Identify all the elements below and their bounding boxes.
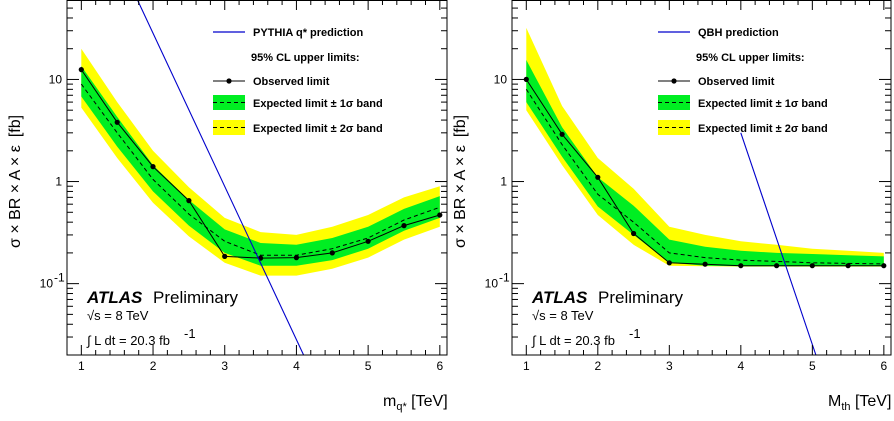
plot-frame — [66, 0, 448, 356]
x-tick-label: 2 — [150, 359, 157, 373]
expected-line — [525, 89, 884, 265]
observed-point — [631, 230, 637, 237]
x-axis-title-sub: q* — [396, 401, 407, 413]
luminosity-exponent: -1 — [184, 326, 196, 341]
energy-label: √s = 8 TeV — [532, 308, 594, 323]
y-axis-title-main: σ × BR × A × ε — [452, 145, 469, 248]
legend-header: 95% CL upper limits: — [251, 52, 360, 64]
atlas-label-block: ATLAS Preliminary √s = 8 TeV ∫ L dt = 20.3 … — [86, 288, 239, 348]
x-tick-label: 3 — [666, 359, 673, 373]
luminosity-label: ∫ L dt = 20.3 fb — [531, 333, 615, 348]
legend-prediction-label: PYTHIA q* prediction — [253, 27, 363, 39]
legend-header: 95% CL upper limits: — [696, 52, 805, 64]
observed-point — [666, 260, 672, 266]
band-1sigma — [526, 60, 884, 267]
observed-point — [365, 238, 371, 244]
y-tick-label: 10 — [494, 72, 508, 86]
y-tick-label: 1 — [55, 175, 62, 189]
band-2sigma — [81, 48, 440, 276]
luminosity-exponent: -1 — [629, 326, 641, 341]
observed-point — [401, 223, 407, 229]
atlas-label: ATLAS — [86, 288, 143, 307]
legend-observed-marker — [226, 78, 232, 84]
legend-1sigma-label: Expected limit ± 1σ band — [253, 98, 383, 110]
plot-area — [523, 27, 887, 355]
observed-point — [329, 250, 335, 256]
luminosity-label: ∫ L dt = 20.3 fb — [86, 333, 170, 348]
legend-observed-marker — [671, 78, 677, 84]
atlas-status: Preliminary — [153, 288, 239, 307]
legend-2sigma-label: Expected limit ± 2σ band — [253, 123, 383, 135]
y-tick-exponent: -1 — [54, 271, 65, 285]
legend: PYTHIA q* prediction 95% CL upper limits:… — [213, 27, 383, 135]
observed-point — [523, 76, 529, 82]
observed-point — [114, 119, 120, 125]
atlas-label-block: ATLAS Preliminary √s = 8 TeV ∫ L dt = 20.3 … — [531, 288, 684, 348]
atlas-label: ATLAS — [531, 288, 588, 307]
y-tick-label: 10 — [49, 72, 63, 86]
observed-point — [881, 263, 887, 269]
x-tick-label: 5 — [809, 359, 816, 373]
observed-point — [150, 164, 156, 170]
y-axis-title: σ × BR × A × ε [fb] — [452, 115, 469, 248]
x-axis-title-sub: th — [841, 401, 850, 413]
expected-line — [80, 83, 440, 256]
y-axis-title: σ × BR × A × ε [fb] — [7, 115, 24, 248]
energy-label: √s = 8 TeV — [87, 308, 149, 323]
observed-point — [738, 263, 744, 269]
observed-point — [774, 263, 780, 269]
x-axis-title: mq* [TeV] — [383, 393, 448, 413]
x-tick-label: 1 — [78, 359, 85, 373]
x-tick-label: 4 — [737, 359, 744, 373]
y-tick-label: 1 — [500, 175, 507, 189]
y-axis-title-main: σ × BR × A × ε — [7, 145, 24, 248]
y-tick-exponent: -1 — [499, 271, 510, 285]
observed-point — [702, 261, 708, 267]
plot-frame — [511, 0, 892, 356]
legend-observed-label: Observed limit — [698, 76, 775, 88]
x-tick-label: 6 — [436, 359, 443, 373]
x-axis-title-main: m — [383, 393, 396, 410]
legend: QBH prediction 95% CL upper limits: Observ… — [658, 27, 828, 135]
y-axis-title-unit: [fb] — [452, 115, 469, 137]
observed-point — [293, 255, 299, 261]
observed-point — [186, 198, 192, 204]
x-tick-label: 5 — [365, 359, 372, 373]
x-axis-title-main: M — [828, 393, 841, 410]
observed-point — [437, 212, 443, 218]
x-tick-label: 3 — [221, 359, 228, 373]
observed-point — [845, 263, 851, 269]
observed-point — [559, 131, 565, 137]
prediction-line — [136, 0, 305, 355]
observed-point — [222, 253, 228, 259]
x-tick-label: 1 — [523, 359, 530, 373]
legend-prediction-label: QBH prediction — [698, 27, 779, 39]
legend-observed-label: Observed limit — [253, 76, 330, 88]
x-axis-title-unit: [TeV] — [851, 393, 892, 410]
atlas-status: Preliminary — [598, 288, 684, 307]
x-tick-label: 4 — [293, 359, 300, 373]
prediction-line — [740, 132, 817, 355]
observed-point — [809, 263, 815, 269]
legend-1sigma-label: Expected limit ± 1σ band — [698, 98, 828, 110]
y-axis-title-unit: [fb] — [7, 115, 24, 137]
y-tick-label: 10 — [485, 277, 499, 291]
x-axis-title: Mth [TeV] — [828, 393, 891, 413]
observed-point — [595, 174, 601, 180]
x-axis-title-unit: [TeV] — [407, 393, 448, 410]
y-tick-label: 10 — [40, 277, 54, 291]
x-tick-label: 2 — [594, 359, 601, 373]
x-tick-label: 6 — [881, 359, 888, 373]
observed-point — [78, 67, 84, 73]
plot-area — [78, 0, 443, 355]
legend-2sigma-label: Expected limit ± 2σ band — [698, 123, 828, 135]
